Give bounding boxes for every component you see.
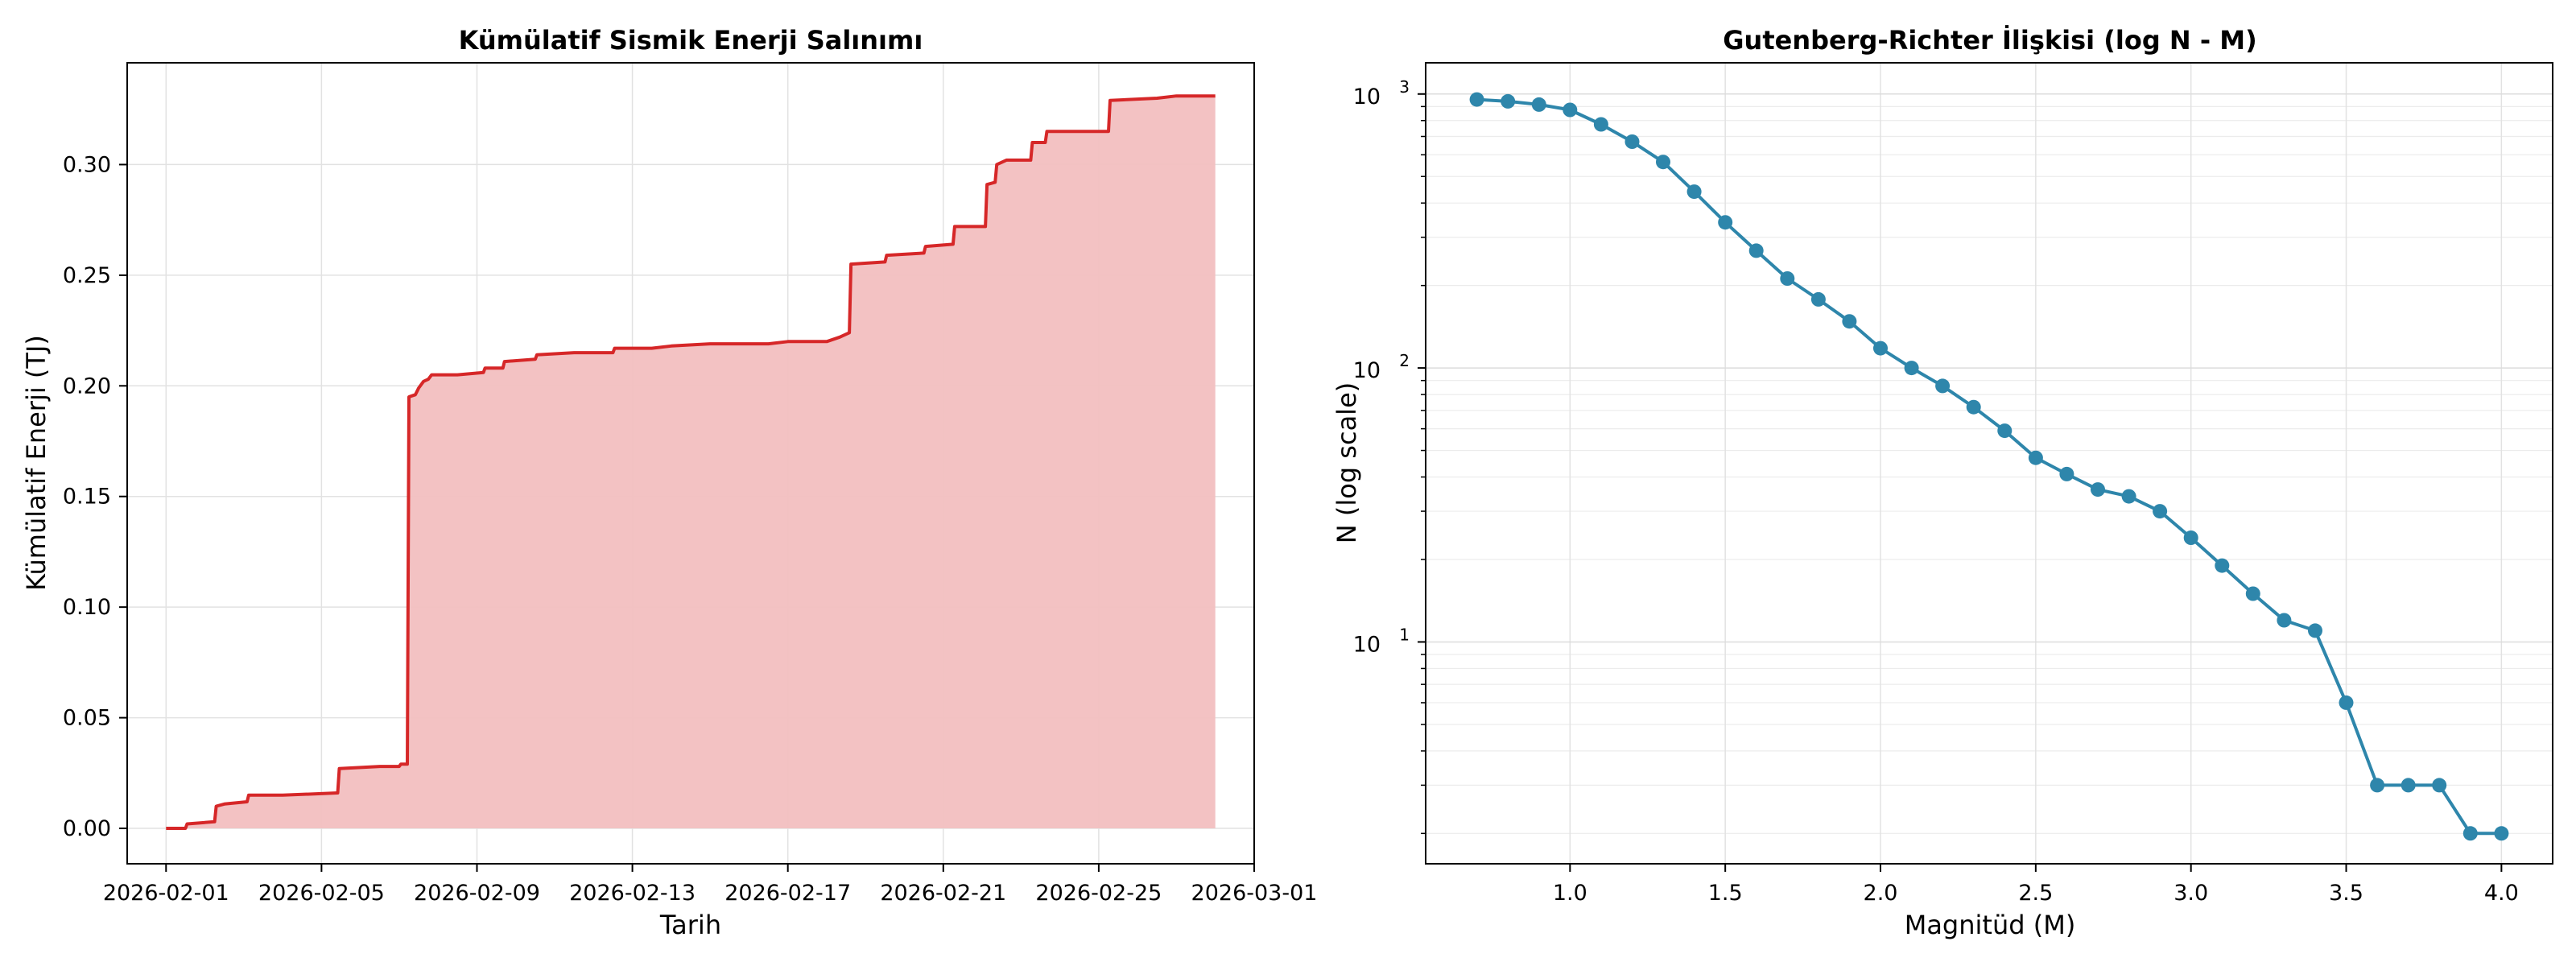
- data-point: [2277, 613, 2292, 628]
- data-point: [1718, 215, 1733, 230]
- y-tick-label: 0.05: [63, 706, 111, 731]
- chart-gr-line: [1476, 97, 2502, 836]
- data-point: [1873, 341, 1888, 356]
- chart-energy-x-label: Tarih: [659, 910, 721, 940]
- data-point: [1686, 184, 1702, 200]
- y-tick-label: 0.00: [63, 816, 111, 841]
- data-point: [1935, 378, 1951, 394]
- chart-energy-x-ticks: 2026-02-01 2026-02-05 2026-02-09 2026-02-13…: [103, 864, 1318, 906]
- y-tick-label: 0.15: [63, 485, 111, 510]
- data-point: [2339, 695, 2354, 710]
- x-tick-label: 2.5: [2018, 881, 2053, 906]
- chart-gr-frame: [1425, 62, 2553, 865]
- chart-gr-x-ticks: 1.0 1.5 2.0 2.5 3.0 3.5 4.0: [1553, 864, 2519, 906]
- data-point: [1593, 117, 1608, 132]
- data-point: [1904, 361, 1919, 376]
- x-tick-label: 2.0: [1864, 881, 1898, 906]
- data-point: [2059, 466, 2074, 481]
- y-tick-base: 10: [1353, 358, 1381, 383]
- x-tick-label: 2026-02-17: [724, 881, 851, 906]
- y-tick-label: 10: [1353, 85, 1381, 109]
- data-point: [2153, 504, 2168, 519]
- data-point: [1563, 102, 1578, 118]
- chart-energy-y-label: Kümülatif Enerji (TJ): [21, 335, 52, 591]
- y-tick-exponent: 3: [1399, 77, 1410, 97]
- data-point: [2370, 778, 2385, 793]
- x-tick-label: 3.5: [2329, 881, 2363, 906]
- data-point: [2401, 778, 2416, 793]
- data-point: [2091, 482, 2105, 497]
- y-tick-label: 10: [1353, 632, 1381, 657]
- x-tick-label: 2026-02-05: [258, 881, 385, 906]
- chart-energy-line: [166, 94, 1216, 830]
- data-point: [1810, 291, 1826, 307]
- data-point: [1780, 271, 1795, 286]
- y-tick-label: 0.30: [63, 152, 111, 177]
- y-tick-label: 0.10: [63, 595, 111, 620]
- data-point: [2432, 778, 2447, 793]
- chart-gr-y-ticks: 10 1 10 2 10 3: [1353, 77, 1426, 835]
- x-tick-label: 2026-02-09: [414, 881, 540, 906]
- y-tick-exponent: 1: [1399, 625, 1410, 644]
- x-tick-label: 2026-02-25: [1035, 881, 1162, 906]
- data-point: [2308, 623, 2322, 638]
- chart-energy: Kümülatif Sismik Enerji Salınımı 2026-02…: [21, 25, 1317, 940]
- data-point: [2028, 450, 2043, 465]
- data-point: [2183, 530, 2198, 545]
- chart-gutenberg-richter: Gutenberg-Richter İlişkisi (log N - M) 1…: [1331, 25, 2553, 940]
- data-point: [1997, 423, 2013, 439]
- chart-energy-y-ticks: 0.00 0.05 0.10 0.15 0.20 0.25 0.30: [63, 152, 127, 841]
- chart-gr-title: Gutenberg-Richter İlişkisi (log N - M): [1723, 25, 2256, 56]
- chart-gr-grid: [1426, 63, 2553, 864]
- data-point: [1501, 93, 1516, 109]
- chart-energy-area: [166, 96, 1216, 828]
- x-tick-label: 2026-03-01: [1191, 881, 1318, 906]
- y-tick-label: 0.20: [63, 374, 111, 398]
- x-tick-label: 1.5: [1708, 881, 1743, 906]
- chart-gr-markers: [1469, 92, 2509, 841]
- y-tick-base: 10: [1353, 85, 1381, 109]
- data-point: [1842, 314, 1857, 329]
- data-point: [2215, 558, 2230, 573]
- x-tick-label: 2026-02-21: [880, 881, 1006, 906]
- y-tick-base: 10: [1353, 632, 1381, 657]
- y-tick-exponent: 2: [1399, 351, 1410, 370]
- data-point: [1469, 92, 1484, 107]
- data-point: [2121, 489, 2136, 504]
- data-point: [1531, 97, 1546, 112]
- data-point: [1966, 399, 1981, 415]
- x-tick-label: 2026-02-13: [569, 881, 696, 906]
- x-tick-label: 1.0: [1553, 881, 1587, 906]
- data-point: [1624, 134, 1640, 149]
- x-tick-label: 2026-02-01: [103, 881, 229, 906]
- chart-energy-frame: [126, 62, 1255, 865]
- x-tick-label: 4.0: [2484, 881, 2519, 906]
- data-point: [1748, 243, 1764, 258]
- chart-energy-title: Kümülatif Sismik Enerji Salınımı: [459, 25, 923, 56]
- data-point: [1656, 155, 1670, 170]
- chart-gr-y-label: N (log scale): [1331, 382, 1362, 543]
- data-point: [2245, 586, 2260, 601]
- data-point: [2462, 826, 2478, 841]
- y-tick-label: 10: [1353, 358, 1381, 383]
- chart-gr-x-label: Magnitüd (M): [1905, 910, 2076, 940]
- x-tick-label: 3.0: [2174, 881, 2208, 906]
- y-tick-label: 0.25: [63, 263, 111, 288]
- data-point: [2494, 826, 2509, 841]
